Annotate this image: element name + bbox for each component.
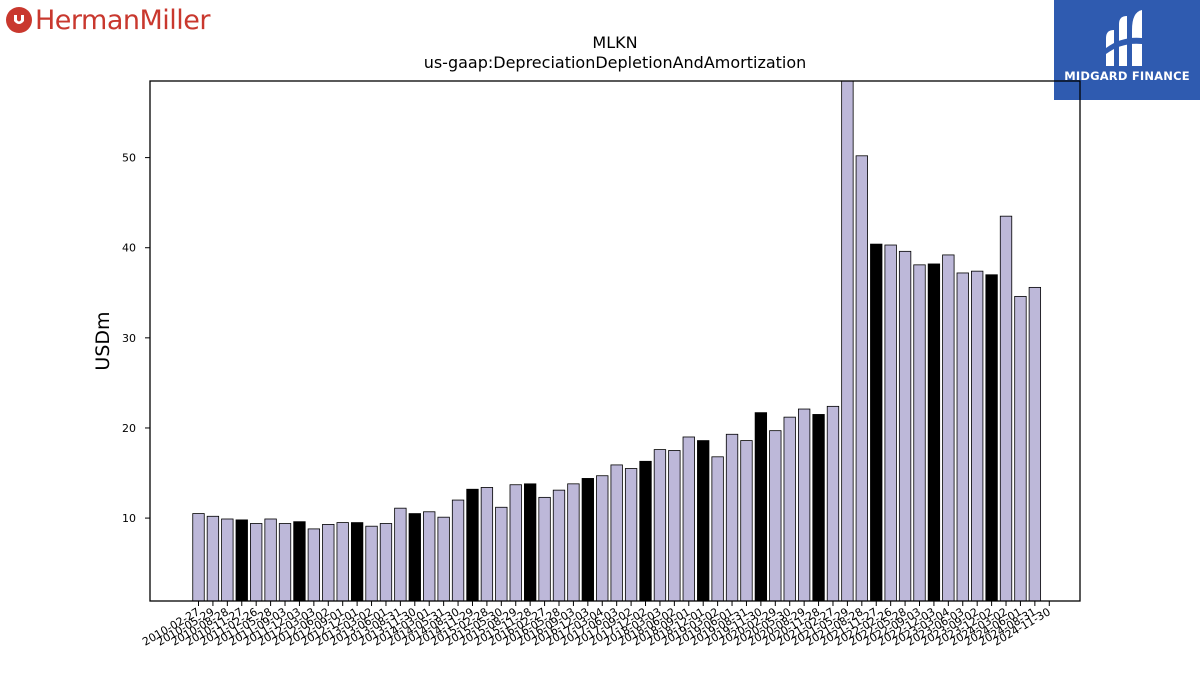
midgard-finance-mark-icon — [1106, 10, 1142, 66]
chart-subtitle: us-gaap:DepreciationDepletionAndAmortiza… — [423, 53, 807, 72]
bar — [250, 523, 263, 602]
bar — [524, 483, 537, 602]
y-tick-label: 20 — [122, 422, 136, 435]
bar — [350, 522, 364, 602]
bar — [812, 414, 825, 602]
bar — [898, 250, 912, 602]
bar — [855, 155, 868, 602]
bar — [797, 408, 811, 602]
bar — [884, 244, 897, 602]
bar — [999, 215, 1013, 602]
bar — [192, 513, 205, 602]
bar — [408, 513, 421, 602]
bar — [971, 270, 984, 602]
bar — [423, 511, 436, 602]
bar — [985, 274, 998, 602]
bar — [206, 515, 220, 602]
bar — [697, 440, 710, 602]
bar — [1014, 295, 1027, 602]
bar — [322, 524, 335, 602]
bar — [783, 416, 796, 602]
y-tick-label: 10 — [122, 512, 136, 525]
midgard-finance-logo: MIDGARD FINANCE — [1054, 0, 1200, 100]
bar — [235, 519, 248, 602]
bar — [913, 264, 926, 602]
y-tick-label: 30 — [122, 332, 136, 345]
bar — [927, 263, 941, 602]
bar — [538, 496, 551, 602]
bar — [596, 475, 609, 602]
bar — [567, 483, 580, 602]
hermanmiller-wordmark: HermanMiller — [35, 4, 211, 36]
bar — [668, 450, 681, 602]
plot-frame — [149, 80, 1081, 602]
bar — [639, 460, 652, 602]
bar — [451, 499, 465, 602]
bar — [437, 516, 450, 602]
bar — [394, 507, 407, 602]
bar — [769, 430, 782, 602]
bar — [653, 449, 667, 602]
bar — [740, 440, 753, 602]
bar — [336, 522, 349, 602]
bar — [725, 433, 739, 602]
bar — [379, 523, 393, 602]
y-tick-label: 50 — [122, 152, 136, 165]
y-axis-label: USDm — [92, 311, 114, 370]
bar — [293, 521, 306, 602]
bar — [624, 468, 638, 602]
bar — [480, 487, 494, 602]
hermanmiller-mark-icon — [6, 7, 32, 33]
bar — [278, 523, 292, 602]
bar — [610, 464, 623, 602]
bar — [581, 478, 594, 602]
bar — [826, 405, 840, 602]
bar — [509, 484, 522, 602]
bar — [870, 243, 883, 602]
hermanmiller-logo: HermanMiller — [6, 3, 211, 37]
bar — [495, 506, 508, 602]
midgard-finance-wordmark: MIDGARD FINANCE — [1064, 69, 1190, 83]
bar — [365, 525, 378, 602]
y-tick-label: 40 — [122, 242, 136, 255]
bar — [841, 80, 854, 602]
bar — [711, 456, 724, 602]
bar — [754, 412, 768, 602]
chart-title: MLKN — [592, 33, 638, 52]
bar — [221, 518, 234, 602]
bar — [956, 272, 969, 602]
bar — [682, 436, 695, 602]
bar — [942, 254, 955, 602]
bar — [466, 488, 479, 602]
bar — [1028, 286, 1042, 602]
bar — [552, 489, 566, 602]
bar — [264, 518, 277, 602]
bar — [307, 528, 321, 602]
